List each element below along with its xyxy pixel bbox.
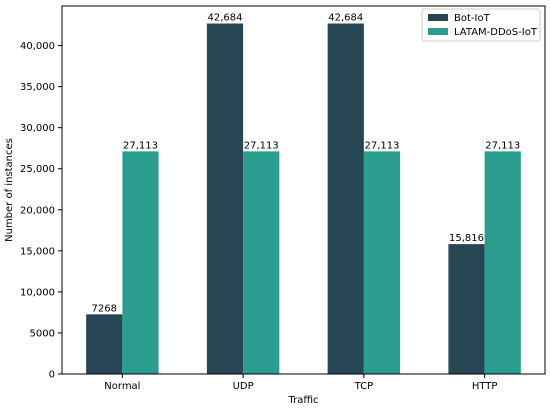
legend-swatch-latam-ddos-iot	[428, 28, 448, 35]
y-tick-label: 30,000	[20, 123, 55, 134]
bar-bot-iot-http	[448, 244, 485, 374]
data-label: 15,816	[449, 233, 484, 244]
legend: Bot-IoT LATAM-DDoS-IoT	[421, 8, 541, 42]
y-tick-label: 35,000	[20, 82, 55, 93]
y-tick-label: 15,000	[20, 246, 55, 257]
bar-bot-iot-tcp	[327, 23, 364, 374]
x-tick-label: HTTP	[472, 381, 498, 392]
data-label: 27,113	[364, 140, 399, 151]
legend-label: Bot-IoT	[454, 13, 491, 24]
y-tick-label: 0	[49, 370, 55, 381]
bar-latam-ddos-iot-http	[484, 151, 521, 374]
y-tick-label: 20,000	[20, 205, 55, 216]
x-axis-label: Traffic	[287, 395, 318, 406]
data-labels-layer: 7268 27,113 42,684 27,113 42,684 27,113 15,816…	[92, 13, 521, 315]
bar-bot-iot-udp	[206, 23, 244, 374]
data-label: 42,684	[328, 13, 363, 24]
data-label: 27,113	[123, 140, 158, 151]
x-tick-label: UDP	[233, 381, 254, 392]
y-tick-label: 5000	[30, 328, 55, 339]
x-tick-label: Normal	[104, 381, 140, 392]
data-label: 27,113	[244, 140, 279, 151]
x-tick-label: TCP	[354, 381, 374, 392]
data-label: 27,113	[485, 140, 520, 151]
plot-area-frame	[61, 5, 546, 375]
bar-latam-ddos-iot-tcp	[363, 151, 401, 374]
x-axis: Normal UDP TCP HTTP	[104, 374, 497, 392]
y-tick-label: 10,000	[20, 287, 55, 298]
data-label: 7268	[92, 303, 117, 314]
y-axis-label: Number of instances	[4, 138, 15, 242]
legend-box	[421, 8, 541, 42]
y-axis: 0 5000 10,000 15,000 20,000 25,000 30,000 35,00…	[20, 41, 62, 381]
data-label: 42,684	[208, 13, 243, 24]
bar-bot-iot-normal	[86, 314, 123, 374]
bars-layer	[86, 23, 521, 374]
y-tick-label: 40,000	[20, 41, 55, 52]
legend-swatch-bot-iot	[428, 14, 448, 21]
y-tick-label: 25,000	[20, 164, 55, 175]
legend-label: LATAM-DDoS-IoT	[454, 27, 538, 38]
bar-latam-ddos-iot-udp	[243, 151, 280, 374]
bar-latam-ddos-iot-normal	[122, 151, 159, 374]
